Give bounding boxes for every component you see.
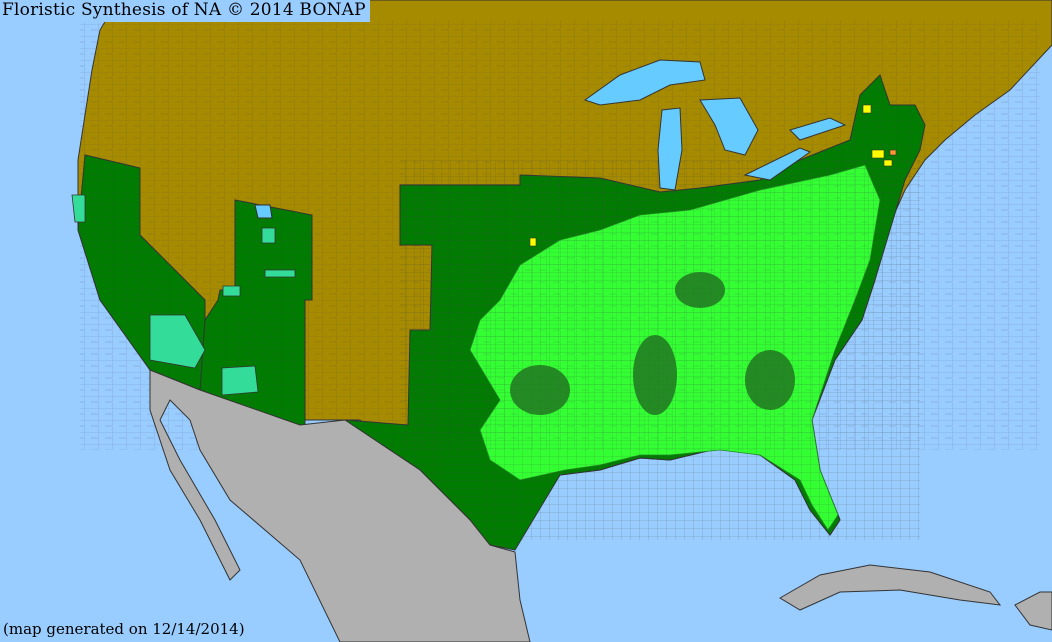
lake-erie [743, 147, 812, 181]
region-rare [71, 194, 296, 396]
great-lakes [254, 59, 847, 219]
interior-dark-patches [510, 272, 795, 415]
lake-superior [583, 59, 706, 106]
lake-michigan [657, 107, 683, 191]
region-other [529, 104, 897, 247]
hispaniola-outside-region [1014, 591, 1052, 631]
lake-huron [699, 97, 759, 156]
great-salt-lake [254, 204, 273, 219]
lake-ontario [789, 117, 847, 141]
map-generated-date: (map generated on 12/14/2014) [3, 620, 245, 638]
mexico-outside-region [149, 369, 531, 642]
cuba-outside-region [779, 564, 1002, 611]
map-title: Floristic Synthesis of NA © 2014 BONAP [0, 0, 370, 22]
